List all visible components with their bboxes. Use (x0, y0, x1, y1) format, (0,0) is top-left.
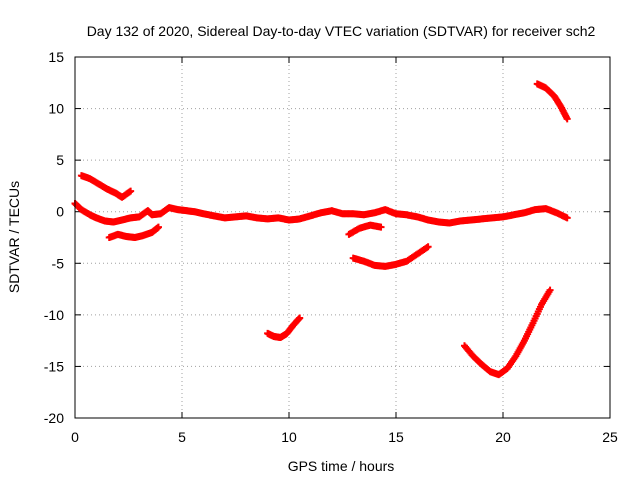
data-point-marker (563, 214, 571, 222)
x-tick-label: 25 (602, 429, 618, 445)
data-point-marker (546, 286, 554, 294)
data-point-marker (154, 223, 162, 231)
x-tick-label: 20 (495, 429, 511, 445)
x-axis-label: GPS time / hours (288, 458, 395, 474)
y-axis-label: SDTVAR / TECUs (6, 181, 22, 293)
grid-layer (74, 56, 611, 419)
data-point-layer (71, 80, 571, 379)
data-point-marker (296, 314, 304, 322)
x-tick-label: 15 (388, 429, 404, 445)
data-point-marker (377, 223, 385, 231)
x-tick-label: 5 (178, 429, 186, 445)
data-point-marker (563, 115, 571, 123)
y-tick-label: -5 (52, 255, 65, 271)
y-tick-label: -20 (44, 410, 64, 426)
x-tick-label: 0 (71, 429, 79, 445)
chart-title: Day 132 of 2020, Sidereal Day-to-day VTE… (87, 23, 596, 39)
data-point-marker (127, 187, 135, 195)
y-tick-label: 10 (48, 101, 64, 117)
plot-frame (74, 56, 611, 419)
y-tick-label: -10 (44, 307, 64, 323)
y-tick-label: 5 (56, 152, 64, 168)
x-tick-label: 10 (281, 429, 297, 445)
y-tick-label: 0 (56, 204, 64, 220)
data-point-marker (424, 243, 432, 251)
y-tick-label: -15 (44, 358, 64, 374)
y-tick-label: 15 (48, 49, 64, 65)
tick-label-layer: 0 5 10 15 20 25 -20 -15 -10 -5 0 5 10 15 (44, 49, 618, 445)
